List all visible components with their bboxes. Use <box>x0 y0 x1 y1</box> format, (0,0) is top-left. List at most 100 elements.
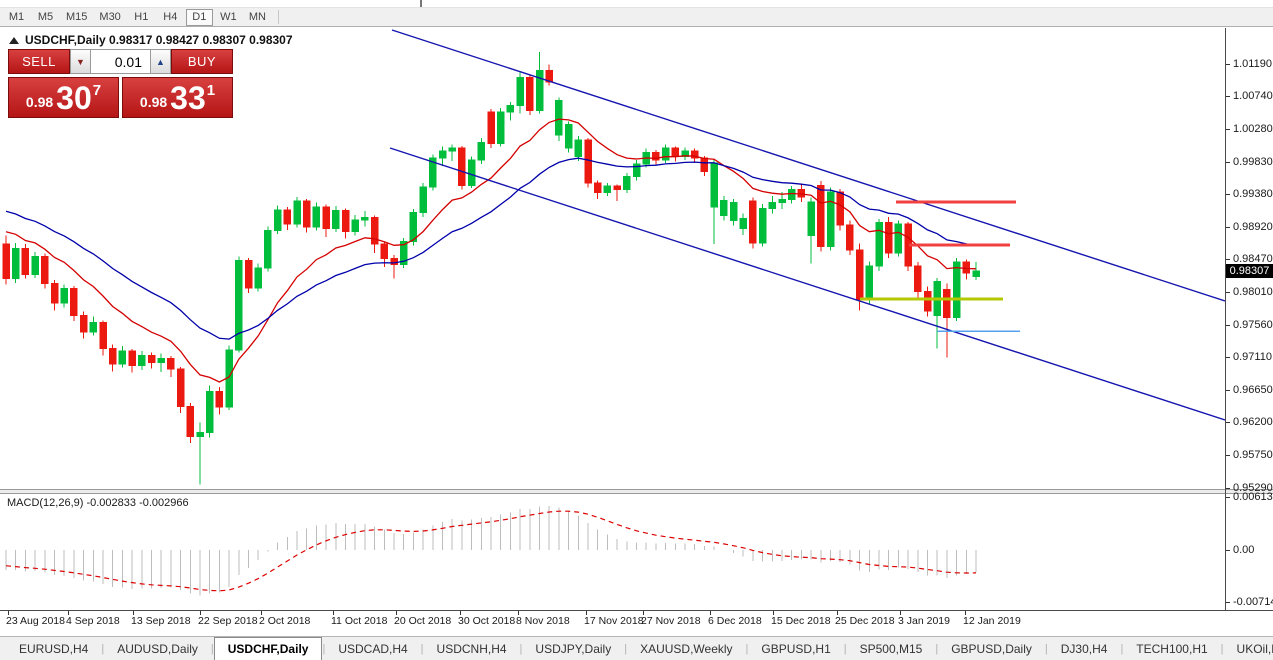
chart-tab-gbpusd-h1[interactable]: GBPUSD,H1 <box>761 641 831 656</box>
chart-background <box>0 27 1273 611</box>
tab-separator: | <box>1120 642 1124 655</box>
chart-tab-usdjpy-daily[interactable]: USDJPY,Daily <box>535 641 612 656</box>
macd-indicator-label: MACD(12,26,9) -0.002833 -0.002966 <box>7 497 189 509</box>
tab-separator: | <box>101 642 105 655</box>
chart-tab-dj30-h4[interactable]: DJ30,H4 <box>1060 641 1108 656</box>
price-tick <box>1226 64 1230 65</box>
timeframe-button-m5[interactable]: M5 <box>37 11 54 23</box>
timeframe-button-mn[interactable]: MN <box>248 11 266 23</box>
macd-scale-tick <box>1226 497 1230 498</box>
chart-tab-usdcnh-h4[interactable]: USDCNH,H4 <box>436 641 507 656</box>
chart-tab-eurusd-h4[interactable]: EURUSD,H4 <box>19 641 89 656</box>
time-axis-divider <box>0 610 1273 611</box>
sell-quote-button[interactable]: 0.98 30 7 <box>8 77 119 118</box>
pane-splitter[interactable] <box>0 489 1273 494</box>
date-label: 30 Oct 2018 <box>458 615 516 627</box>
price-tick-label: 0.95290 <box>1233 481 1273 494</box>
date-tick <box>460 611 461 615</box>
main-price-chart[interactable] <box>0 28 1225 489</box>
price-tick <box>1226 226 1230 228</box>
date-tick <box>773 611 774 615</box>
chart-tab-usdchf-daily[interactable]: USDCHF,Daily <box>213 637 323 660</box>
chart-tab-audusd-daily[interactable]: AUDUSD,Daily <box>117 641 198 656</box>
date-label: 2 Oct 2018 <box>259 615 311 627</box>
date-tick <box>643 611 644 615</box>
date-label: 17 Nov 2018 <box>584 615 644 627</box>
date-label: 23 Aug 2018 <box>6 615 65 627</box>
timeframe-button-h4[interactable]: H4 <box>163 11 178 23</box>
price-tick-label: 0.96200 <box>1233 416 1273 429</box>
chart-tab-tech100-h1[interactable]: TECH100,H1 <box>1136 641 1208 656</box>
price-tick <box>1226 487 1230 489</box>
price-tick-label: 0.97110 <box>1233 350 1272 363</box>
macd-scale-tick <box>1226 602 1230 603</box>
chart-tab-sp500-m15[interactable]: SP500,M15 <box>859 641 923 656</box>
sell-price-main: 30 <box>56 80 92 116</box>
chart-tab-gbpusd-daily[interactable]: GBPUSD,Daily <box>951 641 1032 656</box>
collapse-panel-icon[interactable] <box>9 36 19 44</box>
buy-price-prefix: 0.98 <box>139 94 168 110</box>
price-tick <box>1226 193 1230 195</box>
date-label: 22 Sep 2018 <box>198 615 258 627</box>
macd-scale-tick <box>1226 550 1230 551</box>
lot-size-input[interactable]: 0.01 <box>91 49 150 74</box>
trade-controls-row: SELL ▼ 0.01 ▲ BUY <box>8 49 233 74</box>
price-tick <box>1226 259 1230 261</box>
date-label: 15 Dec 2018 <box>771 615 831 627</box>
chart-tab-ukoil-h1[interactable]: UKOil,H1 <box>1236 641 1273 656</box>
trendlines-layer[interactable] <box>389 29 1225 421</box>
price-tick <box>1226 454 1230 456</box>
timeframe-button-h1[interactable]: H1 <box>134 11 149 23</box>
macd-indicator-chart[interactable] <box>0 494 1225 610</box>
buy-button[interactable]: BUY <box>171 49 233 74</box>
tab-separator: | <box>843 642 847 655</box>
timeframe-button-m1[interactable]: M1 <box>8 11 25 23</box>
macd-signal-line <box>5 510 977 592</box>
price-tick-label: 0.96650 <box>1233 383 1273 396</box>
chart-tab-usdcad-h4[interactable]: USDCAD,H4 <box>338 641 408 656</box>
timeframe-button-m15[interactable]: M15 <box>66 11 88 23</box>
tab-separator: | <box>322 642 326 655</box>
date-tick <box>8 611 9 615</box>
chart-tab-xauusd-weekly[interactable]: XAUUSD,Weekly <box>640 641 733 656</box>
price-tick <box>1226 422 1230 424</box>
timeframe-button-w1[interactable]: W1 <box>220 11 237 23</box>
timeframe-button-d1[interactable]: D1 <box>185 8 213 26</box>
date-tick <box>965 611 966 615</box>
price-tick <box>1226 161 1230 163</box>
price-tick-label: 0.99380 <box>1233 187 1273 200</box>
lot-decrease-button[interactable]: ▼ <box>70 49 91 74</box>
price-tick-label: 0.99830 <box>1233 155 1273 168</box>
price-tick <box>1226 324 1230 326</box>
date-tick <box>261 611 262 615</box>
date-label: 13 Sep 2018 <box>131 615 191 627</box>
timeframe-button-m30[interactable]: M30 <box>99 11 121 23</box>
price-scale-divider <box>1225 28 1226 611</box>
sell-button[interactable]: SELL <box>8 49 70 74</box>
price-tick-label: 1.00280 <box>1233 123 1273 136</box>
trade-quotes-row: 0.98 30 7 0.98 33 1 <box>8 77 233 118</box>
tab-separator: | <box>420 642 424 655</box>
buy-quote-button[interactable]: 0.98 33 1 <box>122 77 233 118</box>
tab-separator: | <box>624 642 628 655</box>
channel-trendline <box>389 147 1225 421</box>
toolbar-separator-mark <box>420 0 422 7</box>
date-tick <box>333 611 334 615</box>
lot-increase-button[interactable]: ▲ <box>150 49 171 74</box>
spin-down-icon: ▼ <box>76 56 85 67</box>
date-label: 25 Dec 2018 <box>835 615 895 627</box>
tab-separator: | <box>745 642 749 655</box>
price-tick <box>1226 292 1230 294</box>
macd-scale-label: 0.006137 <box>1233 491 1273 503</box>
price-tick <box>1226 96 1230 98</box>
price-tick-label: 0.98470 <box>1233 253 1273 266</box>
date-tick <box>200 611 201 615</box>
date-label: 12 Jan 2019 <box>963 615 1021 627</box>
date-label: 20 Oct 2018 <box>394 615 452 627</box>
spin-up-icon: ▲ <box>156 56 165 67</box>
tab-separator: | <box>519 642 523 655</box>
levels-layer[interactable] <box>860 200 1020 333</box>
ma-slow-line <box>5 157 977 340</box>
candles-layer <box>2 51 980 485</box>
